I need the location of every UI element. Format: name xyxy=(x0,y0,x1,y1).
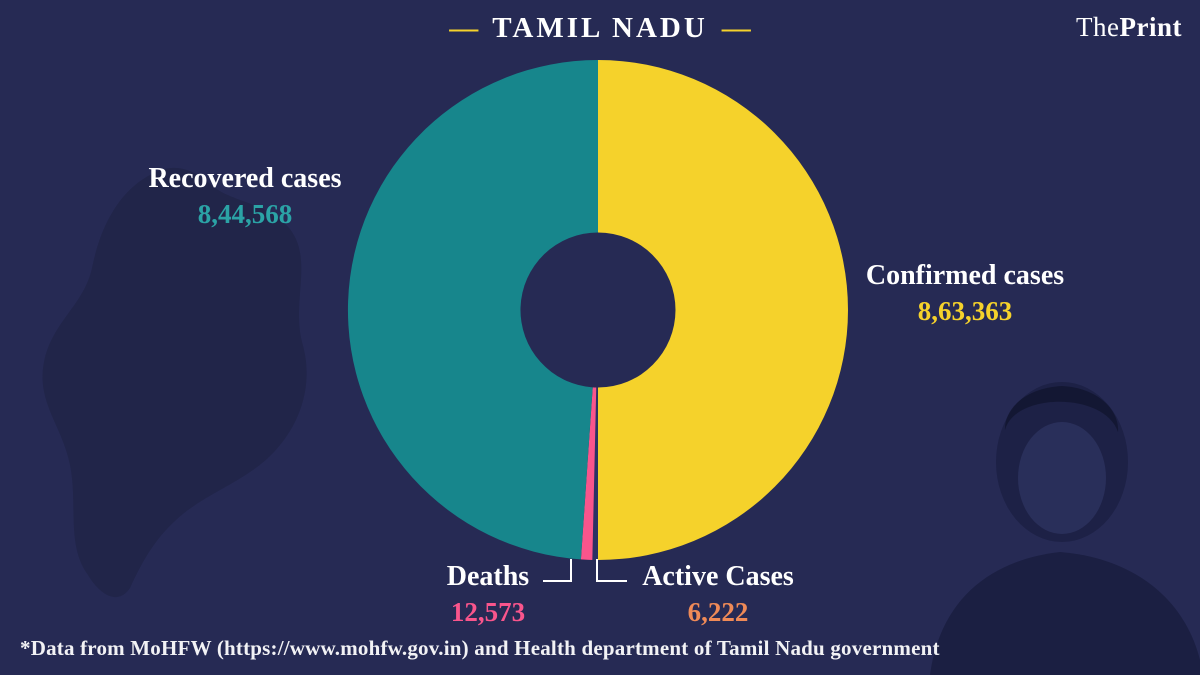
active-leader-line xyxy=(596,559,627,582)
active-label: Active Cases xyxy=(642,561,794,592)
theprint-logo: ThePrint xyxy=(1076,12,1182,43)
chart-title: — TAMIL NADU — xyxy=(0,12,1200,45)
deaths-leader-line xyxy=(543,559,572,582)
confirmed-label: Confirmed cases xyxy=(865,260,1065,291)
slice-active-cases xyxy=(592,387,598,561)
recovered-value: 8,44,568 xyxy=(197,199,293,230)
donut-chart xyxy=(347,59,848,561)
deaths-label: Deaths xyxy=(446,561,530,592)
callout-active: Active Cases 6,222 xyxy=(608,561,828,628)
active-value: 6,222 xyxy=(687,597,749,628)
recovered-label: Recovered cases xyxy=(148,163,342,194)
slice-confirmed-cases xyxy=(598,60,848,560)
slice-recovered-cases xyxy=(347,59,598,560)
title-dash-right: — xyxy=(721,12,751,44)
title-text: TAMIL NADU xyxy=(492,12,708,44)
slice-deaths xyxy=(580,387,597,560)
brand-print: Print xyxy=(1119,12,1182,42)
callout-recovered: Recovered cases 8,44,568 xyxy=(85,163,405,230)
callout-confirmed: Confirmed cases 8,63,363 xyxy=(810,260,1120,327)
source-note: *Data from MoHFW (https://www.mohfw.gov.… xyxy=(20,636,940,660)
title-dash-left: — xyxy=(449,12,479,44)
brand-the: The xyxy=(1076,12,1120,42)
callout-deaths: Deaths 12,573 xyxy=(398,561,578,628)
confirmed-value: 8,63,363 xyxy=(917,296,1013,327)
deaths-value: 12,573 xyxy=(450,597,526,628)
